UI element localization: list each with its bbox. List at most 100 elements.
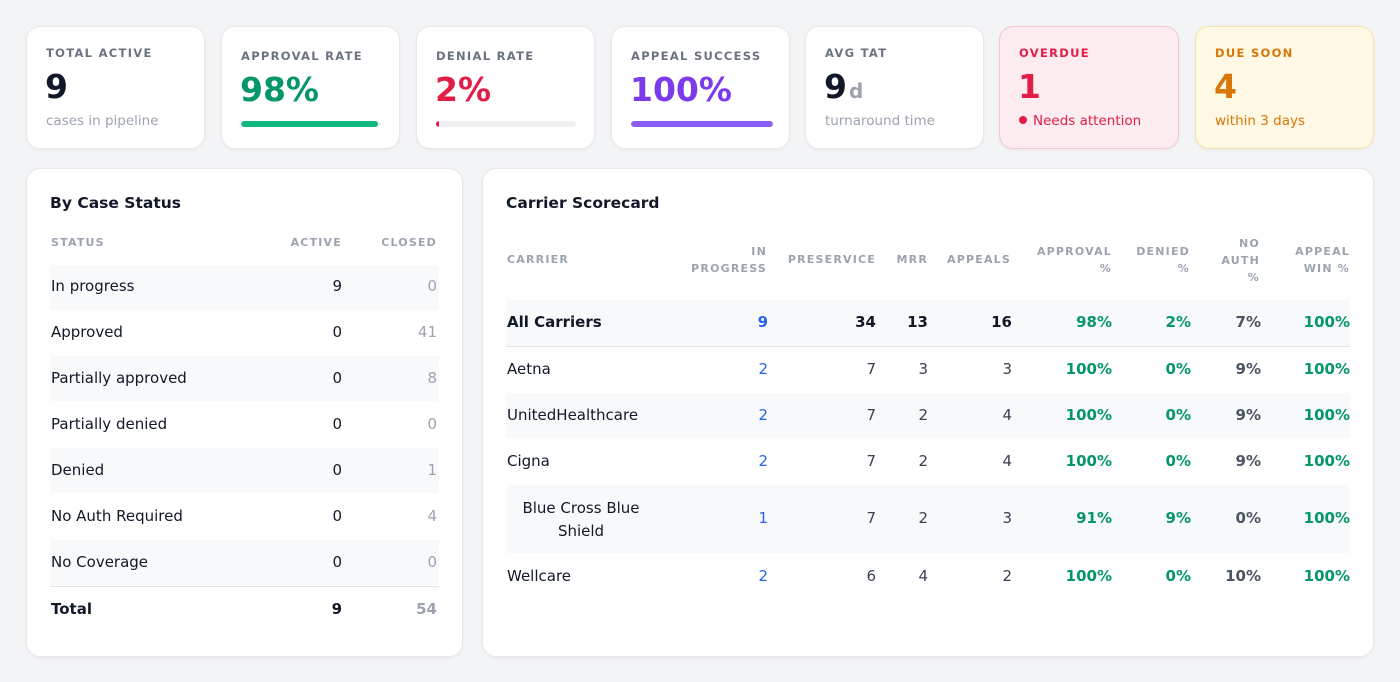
active-count: 0	[332, 461, 342, 479]
col-header-appeals: APPEALS	[947, 253, 1011, 266]
kpi-subtext: turnaround time	[825, 113, 935, 129]
col-header-no-auth-pct: NO AUTH %	[1221, 235, 1260, 286]
active-count: 0	[332, 369, 342, 387]
table-row[interactable]: Partially approved 0 8	[50, 356, 439, 401]
active-count: 0	[332, 507, 342, 525]
mrr-count: 2	[918, 452, 928, 470]
kpi-label: APPROVAL RATE	[241, 49, 363, 63]
appeal-progress-fill	[631, 121, 773, 127]
preservice-count: 7	[866, 509, 876, 527]
header-line: AUTH	[1221, 254, 1260, 267]
appeals-count: 2	[1002, 567, 1012, 585]
kpi-overdue[interactable]: OVERDUE 1 Needs attention	[999, 26, 1179, 149]
no-auth-pct: 9%	[1235, 360, 1261, 378]
denial-progress-fill	[436, 121, 439, 127]
header-line: NO	[1239, 237, 1260, 250]
case-status-panel: By Case Status STATUS ACTIVE CLOSED In p…	[26, 168, 463, 657]
kpi-unit: d	[848, 79, 864, 103]
mrr-count: 13	[907, 313, 928, 331]
denied-pct: 0%	[1165, 406, 1191, 424]
table-row[interactable]: Partially denied 0 0	[50, 402, 439, 447]
appeals-count: 4	[1002, 452, 1012, 470]
in-progress-link[interactable]: 9	[757, 313, 768, 331]
in-progress-link[interactable]: 2	[758, 452, 768, 470]
denial-progress-bar	[436, 121, 576, 127]
closed-count: 8	[427, 369, 437, 387]
table-row[interactable]: No Auth Required 0 4	[50, 494, 439, 539]
active-count: 0	[332, 323, 342, 341]
header-line: %	[1177, 262, 1190, 275]
header-line: IN	[751, 245, 767, 258]
kpi-due-soon[interactable]: DUE SOON 4 within 3 days	[1195, 26, 1374, 149]
kpi-value: 1	[1018, 67, 1041, 106]
preservice-count: 6	[866, 567, 876, 585]
table-row[interactable]: Aetna 2 7 3 3 100% 0% 9% 100%	[506, 347, 1350, 392]
no-auth-pct: 0%	[1235, 509, 1261, 527]
carrier-name: Blue Cross Blue Shield	[506, 497, 656, 543]
col-header-appeal-win-pct: APPEAL WIN %	[1295, 243, 1350, 277]
header-line: DENIED	[1136, 245, 1190, 258]
approval-pct: 98%	[1076, 313, 1112, 331]
active-count: 0	[332, 553, 342, 571]
in-progress-link[interactable]: 2	[758, 406, 768, 424]
approval-progress-bar	[241, 121, 381, 127]
col-header-in-progress: IN PROGRESS	[691, 243, 767, 277]
table-row[interactable]: No Coverage 0 0	[50, 540, 439, 585]
carrier-name-line: Shield	[557, 522, 605, 540]
kpi-label: OVERDUE	[1019, 46, 1090, 60]
kpi-approval-rate: APPROVAL RATE 98%	[221, 26, 400, 149]
col-header-active: ACTIVE	[290, 236, 342, 249]
table-row[interactable]: In progress 9 0	[50, 265, 439, 310]
approval-progress-fill	[241, 121, 379, 127]
col-header-carrier: CARRIER	[507, 253, 570, 266]
preservice-count: 7	[866, 452, 876, 470]
status-name: No Coverage	[51, 553, 149, 571]
active-count: 9	[332, 277, 342, 295]
carrier-name: UnitedHealthcare	[507, 406, 639, 424]
denied-pct: 2%	[1165, 313, 1191, 331]
kpi-subtext-label: Needs attention	[1033, 113, 1142, 129]
approval-pct: 100%	[1065, 567, 1112, 585]
status-name: Approved	[51, 323, 123, 341]
appeals-count: 3	[1002, 509, 1012, 527]
kpi-number: 9	[824, 67, 847, 106]
table-row[interactable]: Wellcare 2 6 4 2 100% 0% 10% 100%	[506, 554, 1350, 599]
table-row[interactable]: Approved 0 41	[50, 310, 439, 355]
total-divider	[50, 586, 439, 587]
carrier-name: Aetna	[507, 360, 551, 378]
table-row[interactable]: UnitedHealthcare 2 7 2 4 100% 0% 9% 100%	[506, 393, 1350, 438]
table-row[interactable]: Cigna 2 7 2 4 100% 0% 9% 100%	[506, 439, 1350, 484]
in-progress-link[interactable]: 2	[758, 567, 768, 585]
denied-pct: 0%	[1165, 567, 1191, 585]
kpi-value: 98%	[240, 70, 319, 109]
table-row[interactable]: Blue Cross Blue Shield 1 7 2 3 91% 9% 0%…	[506, 485, 1350, 553]
appeal-win-pct: 100%	[1303, 509, 1350, 527]
preservice-count: 34	[855, 313, 876, 331]
appeal-win-pct: 100%	[1303, 360, 1350, 378]
closed-count: 0	[427, 553, 437, 571]
in-progress-link[interactable]: 1	[758, 509, 768, 527]
panel-title: By Case Status	[50, 194, 181, 212]
total-closed: 54	[416, 600, 437, 618]
summary-row[interactable]: All Carriers 9 34 13 16 98% 2% 7% 100%	[506, 300, 1350, 346]
col-header-denied-pct: DENIED %	[1136, 243, 1190, 277]
no-auth-pct: 9%	[1235, 452, 1261, 470]
mrr-count: 4	[918, 567, 928, 585]
no-auth-pct: 9%	[1235, 406, 1261, 424]
kpi-subtext: cases in pipeline	[46, 113, 159, 129]
carrier-name: Wellcare	[507, 567, 572, 585]
preservice-count: 7	[866, 406, 876, 424]
mrr-count: 2	[918, 509, 928, 527]
in-progress-link[interactable]: 2	[758, 360, 768, 378]
panel-title: Carrier Scorecard	[506, 194, 660, 212]
appeal-win-pct: 100%	[1303, 452, 1350, 470]
table-row[interactable]: Denied 0 1	[50, 448, 439, 493]
appeal-win-pct: 100%	[1303, 406, 1350, 424]
carrier-name: Cigna	[507, 452, 550, 470]
kpi-appeal-success: APPEAL SUCCESS 100%	[611, 26, 790, 149]
status-name: Denied	[51, 461, 105, 479]
status-name: In progress	[51, 277, 135, 295]
kpi-value: 2%	[435, 70, 492, 109]
